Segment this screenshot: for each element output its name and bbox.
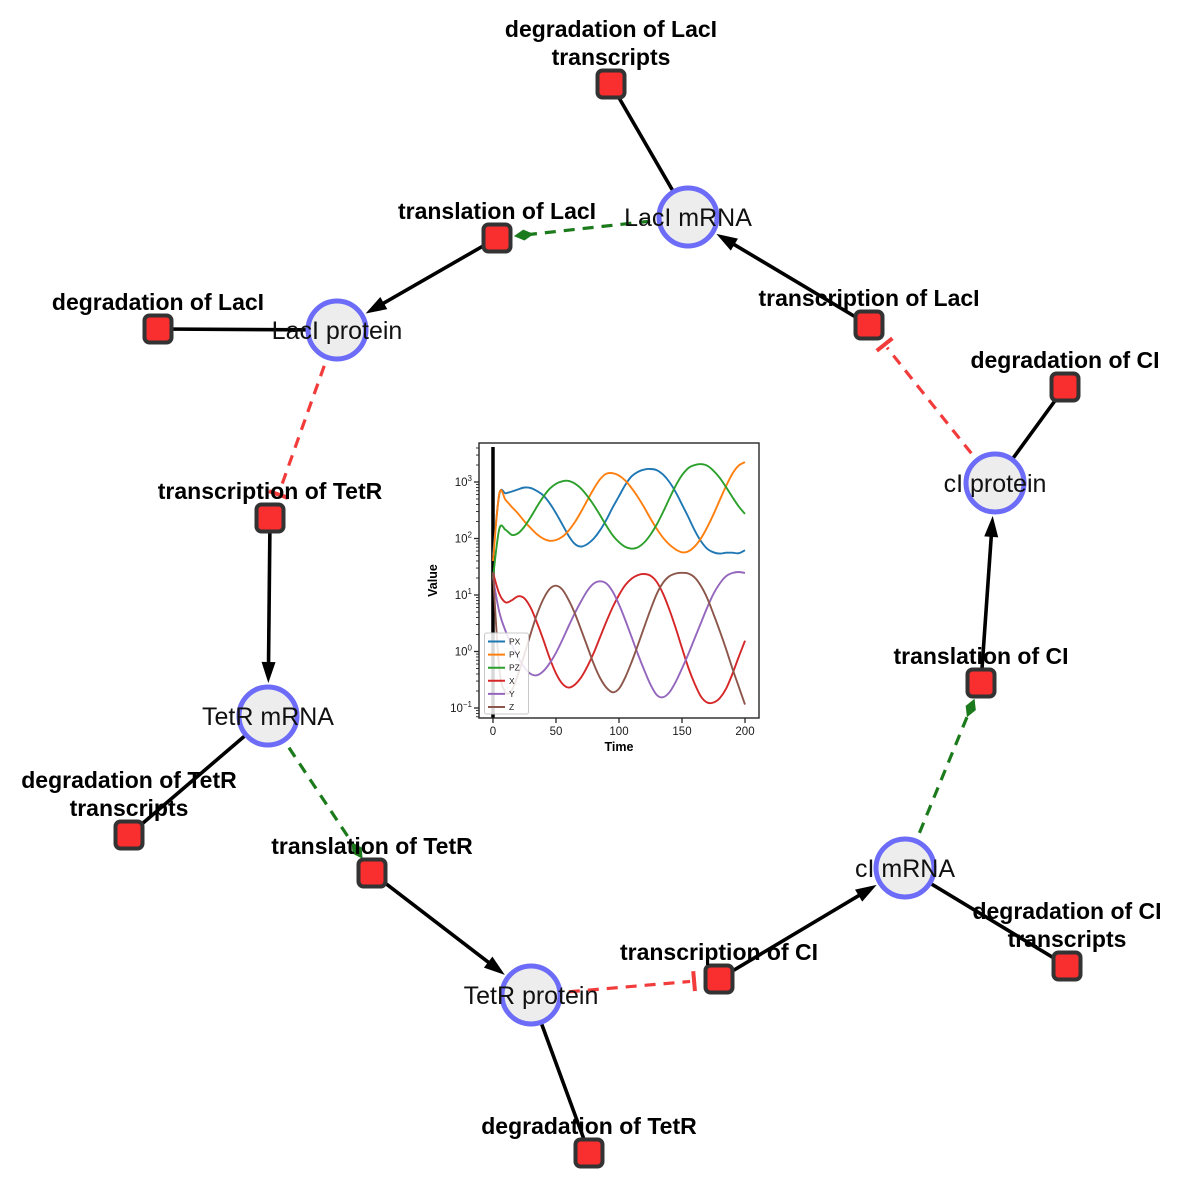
series-line-Z bbox=[492, 571, 746, 705]
legend-label: PY bbox=[509, 650, 521, 660]
nodes-layer bbox=[113, 68, 1083, 1169]
reaction-node-r_transl_ci bbox=[965, 667, 997, 699]
species-node-tetr_protein bbox=[499, 963, 563, 1027]
edge-production bbox=[266, 517, 272, 672]
series-line-PZ bbox=[492, 463, 746, 579]
species-label: TetR mRNA bbox=[202, 703, 334, 731]
series-line-PY bbox=[492, 461, 746, 562]
y-tick-label: 103 bbox=[455, 474, 473, 489]
reaction-node-r_txn_tetr bbox=[254, 502, 286, 534]
reaction-label: degradation of TetR bbox=[481, 1113, 697, 1139]
legend-label: PZ bbox=[509, 663, 520, 673]
reaction-label: translation of CI bbox=[893, 643, 1068, 669]
inhibitor-tbar-icon bbox=[691, 970, 697, 992]
reaction-node-r_deg_tetr bbox=[573, 1137, 605, 1169]
modifier-arrowhead-icon bbox=[513, 229, 534, 241]
reaction-label: degradation of TetR bbox=[21, 767, 237, 793]
reaction-label: transcripts bbox=[1008, 926, 1127, 952]
reaction-node-r_deg_tetr_tx bbox=[113, 819, 145, 851]
arrowhead-icon bbox=[984, 515, 999, 538]
species-node-ci_mrna bbox=[873, 836, 937, 900]
reaction-label: translation of LacI bbox=[398, 198, 596, 224]
reaction-label: transcription of LacI bbox=[758, 285, 979, 311]
edge-production bbox=[370, 871, 497, 970]
legend-label: Y bbox=[509, 689, 515, 699]
reaction-node-r_deg_ci_tx bbox=[1051, 950, 1083, 982]
reaction-node-r_deg_laci bbox=[142, 313, 174, 345]
series-line-PX bbox=[492, 468, 746, 556]
x-axis-title: Time bbox=[605, 740, 634, 754]
arrowhead-icon bbox=[483, 956, 505, 975]
inset-chart: 0 50 100 150 200 10−1 100 101 102 103 Time Value PX P… bbox=[426, 425, 779, 768]
edges-layer bbox=[127, 83, 1068, 1154]
species-label: LacI mRNA bbox=[624, 204, 752, 232]
reaction-label: degradation of CI bbox=[972, 898, 1161, 924]
species-node-ci_protein bbox=[963, 451, 1027, 515]
edge-production bbox=[979, 527, 994, 684]
reaction-node-r_deg_laci_tx bbox=[595, 68, 627, 100]
legend-box bbox=[484, 632, 529, 715]
x-tick-label: 100 bbox=[609, 726, 628, 738]
inhibitor-tbar-icon bbox=[268, 489, 289, 500]
reaction-label: degradation of LacI bbox=[52, 289, 264, 315]
reaction-label: degradation of CI bbox=[970, 347, 1159, 373]
species-node-laci_mrna bbox=[656, 185, 720, 249]
reaction-node-r_txn_laci bbox=[853, 309, 885, 341]
inhibitor-tbar-icon bbox=[875, 336, 894, 353]
species-label: cI mRNA bbox=[855, 855, 955, 883]
edge-production bbox=[375, 236, 498, 310]
species-label: TetR protein bbox=[464, 982, 599, 1010]
reaction-label: transcription of CI bbox=[620, 939, 818, 965]
edge-consumption bbox=[904, 866, 1068, 968]
x-tick-label: 0 bbox=[490, 726, 496, 738]
node-labels-layer: LacI mRNA LacI protein TetR mRNA TetR prote… bbox=[21, 16, 1161, 1139]
modifier-arrowhead-icon bbox=[965, 698, 976, 718]
reaction-label: degradation of LacI bbox=[505, 16, 717, 42]
reaction-node-r_deg_ci bbox=[1049, 371, 1081, 403]
reaction-node-r_transl_tetr bbox=[356, 857, 388, 889]
edge-production bbox=[718, 889, 868, 981]
arrowhead-icon bbox=[855, 884, 877, 902]
y-tick-label: 102 bbox=[455, 531, 473, 546]
arrowhead-icon bbox=[261, 661, 276, 684]
series-line-Y bbox=[492, 571, 746, 699]
legend-label: Z bbox=[509, 702, 514, 712]
x-tick-label: 150 bbox=[672, 726, 691, 738]
y-tick-label: 10−1 bbox=[450, 700, 472, 715]
reaction-node-r_transl_laci bbox=[481, 222, 513, 254]
y-tick-label: 101 bbox=[455, 587, 473, 602]
modifier-arrowhead-icon bbox=[351, 842, 363, 859]
y-tick-label: 100 bbox=[455, 644, 473, 659]
species-label: cI protein bbox=[944, 470, 1047, 498]
reaction-label: transcription of TetR bbox=[158, 478, 383, 504]
species-label: LacI protein bbox=[272, 317, 403, 345]
y-axis-title: Value bbox=[426, 564, 440, 597]
reaction-label: translation of TetR bbox=[271, 833, 473, 859]
species-node-laci_protein bbox=[305, 298, 369, 362]
reaction-label: transcripts bbox=[552, 44, 671, 70]
arrowhead-icon bbox=[365, 297, 388, 314]
reaction-node-r_txn_ci bbox=[703, 963, 735, 995]
x-tick-label: 200 bbox=[735, 726, 754, 738]
x-tick-label: 50 bbox=[550, 726, 563, 738]
legend-label: PX bbox=[509, 637, 521, 647]
arrowhead-icon bbox=[716, 233, 738, 251]
reaction-label: transcripts bbox=[70, 795, 189, 821]
species-node-tetr_mrna bbox=[236, 684, 300, 748]
legend-label: X bbox=[509, 676, 515, 686]
edge-production bbox=[725, 238, 870, 327]
